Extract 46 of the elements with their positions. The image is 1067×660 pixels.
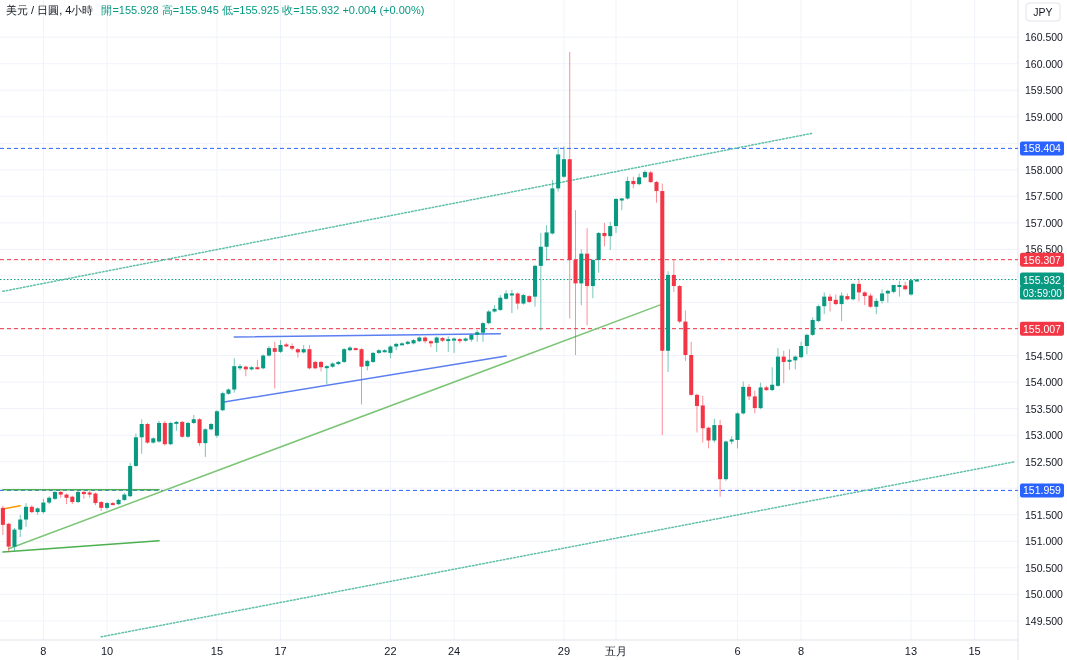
y-tick-label: 151.000 — [1025, 535, 1064, 548]
y-tick-label: 159.000 — [1025, 110, 1064, 123]
y-tick-label: 159.500 — [1025, 84, 1064, 97]
candlestick — [880, 288, 885, 305]
y-tick-label: 160.000 — [1025, 57, 1064, 70]
y-tick-label: 151.500 — [1025, 508, 1064, 521]
x-tick-label: 五月 — [605, 645, 628, 657]
candlestick — [452, 337, 457, 354]
candlestick — [318, 360, 324, 372]
y-tick-label: 156.500 — [1025, 243, 1064, 256]
ref-line-label: 151.959 — [1023, 484, 1062, 497]
x-tick-label: 10 — [100, 645, 114, 657]
y-tick-label: 160.500 — [1025, 31, 1064, 44]
x-tick-label: 13 — [904, 645, 918, 657]
candlestick — [446, 335, 451, 353]
x-tick-label: 22 — [384, 645, 397, 657]
chart-title: 美元 / 日圓, 4小時 — [6, 4, 94, 16]
chart-subtitle: 開=155.928 高=155.945 低=155.925 收=155.932 +0.004 (+0.00%) — [101, 4, 425, 16]
x-tick-label: 24 — [447, 645, 461, 657]
y-tick-label: 154.000 — [1025, 376, 1064, 389]
y-tick-label: 152.500 — [1025, 455, 1064, 468]
x-tick-label: 8 — [40, 645, 47, 657]
ref-line-label: 155.932 — [1023, 273, 1062, 286]
y-tick-label: 153.500 — [1025, 402, 1064, 415]
y-tick-label: 154.500 — [1025, 349, 1064, 362]
x-tick-label: 8 — [798, 645, 805, 657]
text: JPY — [1033, 6, 1053, 18]
y-tick-label: 157.000 — [1025, 216, 1064, 229]
candlestick — [827, 293, 833, 313]
y-tick-label: 149.500 — [1025, 614, 1064, 627]
x-tick-label: 15 — [210, 645, 224, 657]
x-tick-label: 17 — [274, 645, 287, 657]
y-tick-label: 150.500 — [1025, 561, 1064, 574]
annotation: 03:59:00 — [1023, 287, 1063, 299]
x-tick-label: 15 — [968, 645, 981, 657]
ref-line-label: 155.007 — [1023, 322, 1062, 335]
x-tick-label: 29 — [557, 645, 571, 657]
y-tick-label: 157.500 — [1025, 190, 1064, 203]
ref-line-label: 156.307 — [1023, 253, 1062, 266]
y-tick-label: 150.000 — [1025, 588, 1064, 601]
candlestick — [290, 342, 295, 351]
x-tick-label: 6 — [734, 645, 741, 657]
candlestick — [295, 347, 300, 359]
ref-line-label: 158.404 — [1023, 142, 1062, 155]
y-tick-label: 153.000 — [1025, 429, 1064, 442]
y-tick-label: 158.000 — [1025, 163, 1064, 176]
